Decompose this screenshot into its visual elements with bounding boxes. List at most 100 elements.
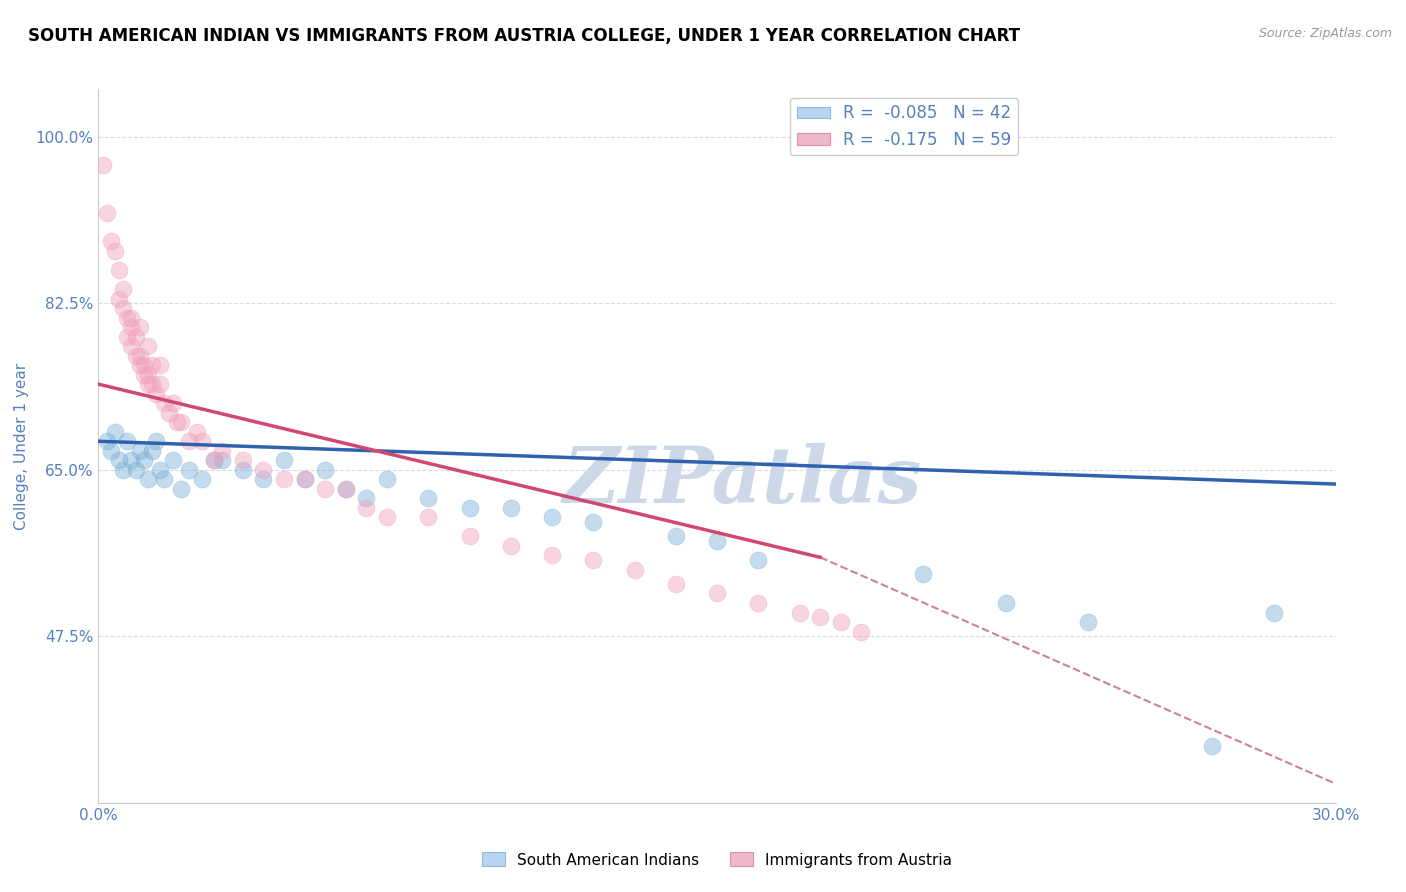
Point <box>179 434 201 449</box>
Point <box>112 463 135 477</box>
Point <box>252 472 274 486</box>
Point <box>104 425 127 439</box>
Point <box>186 425 208 439</box>
Point <box>232 453 254 467</box>
Point <box>112 301 135 315</box>
Point <box>120 339 142 353</box>
Point <box>294 472 316 486</box>
Point <box>128 443 150 458</box>
Point <box>851 624 873 639</box>
Point <box>499 539 522 553</box>
Point <box>1201 739 1223 753</box>
Point <box>128 320 150 334</box>
Point <box>190 434 212 449</box>
Point <box>202 453 225 467</box>
Point <box>808 610 831 624</box>
Point <box>623 563 645 577</box>
Point <box>145 434 167 449</box>
Point <box>1263 606 1285 620</box>
Y-axis label: College, Under 1 year: College, Under 1 year <box>14 362 28 530</box>
Point <box>190 472 212 486</box>
Point <box>418 510 440 524</box>
Point <box>356 500 378 515</box>
Point <box>356 491 378 506</box>
Point <box>170 415 193 429</box>
Point <box>747 553 769 567</box>
Point <box>162 396 184 410</box>
Point <box>120 310 142 325</box>
Point <box>273 472 295 486</box>
Point <box>124 349 146 363</box>
Point <box>108 453 131 467</box>
Point <box>149 358 172 372</box>
Point <box>335 482 357 496</box>
Point <box>136 377 159 392</box>
Point <box>104 244 127 258</box>
Point <box>96 434 118 449</box>
Point <box>375 472 398 486</box>
Point <box>117 310 139 325</box>
Point <box>132 358 155 372</box>
Point <box>136 368 159 382</box>
Text: ZIPatlas: ZIPatlas <box>562 443 921 520</box>
Point <box>252 463 274 477</box>
Point <box>211 453 233 467</box>
Point <box>117 329 139 343</box>
Point <box>124 463 146 477</box>
Point <box>211 443 233 458</box>
Point <box>108 263 131 277</box>
Point <box>541 510 564 524</box>
Point <box>335 482 357 496</box>
Point <box>458 500 481 515</box>
Point <box>128 349 150 363</box>
Point <box>994 596 1017 610</box>
Point <box>582 515 605 529</box>
Point <box>141 377 163 392</box>
Point <box>91 158 114 172</box>
Point <box>132 368 155 382</box>
Point <box>157 406 180 420</box>
Point <box>141 443 163 458</box>
Point <box>706 586 728 600</box>
Point <box>100 443 122 458</box>
Point <box>120 320 142 334</box>
Point <box>117 434 139 449</box>
Point <box>912 567 935 582</box>
Point <box>232 463 254 477</box>
Legend: South American Indians, Immigrants from Austria: South American Indians, Immigrants from … <box>477 847 957 873</box>
Point <box>153 396 176 410</box>
Point <box>499 500 522 515</box>
Point <box>124 329 146 343</box>
Point <box>136 472 159 486</box>
Point <box>108 292 131 306</box>
Point <box>112 282 135 296</box>
Point <box>202 453 225 467</box>
Point <box>128 358 150 372</box>
Point <box>149 463 172 477</box>
Point <box>418 491 440 506</box>
Point <box>294 472 316 486</box>
Point <box>141 358 163 372</box>
Point <box>706 534 728 549</box>
Point <box>179 463 201 477</box>
Point <box>458 529 481 543</box>
Point <box>541 549 564 563</box>
Point <box>375 510 398 524</box>
Point <box>153 472 176 486</box>
Point <box>747 596 769 610</box>
Point <box>273 453 295 467</box>
Point <box>132 453 155 467</box>
Point <box>665 529 688 543</box>
Point <box>582 553 605 567</box>
Point <box>170 482 193 496</box>
Text: Source: ZipAtlas.com: Source: ZipAtlas.com <box>1258 27 1392 40</box>
Point <box>789 606 811 620</box>
Point <box>136 339 159 353</box>
Text: SOUTH AMERICAN INDIAN VS IMMIGRANTS FROM AUSTRIA COLLEGE, UNDER 1 YEAR CORRELATI: SOUTH AMERICAN INDIAN VS IMMIGRANTS FROM… <box>28 27 1021 45</box>
Point <box>314 463 336 477</box>
Point <box>314 482 336 496</box>
Point <box>120 453 142 467</box>
Point <box>665 577 688 591</box>
Point <box>162 453 184 467</box>
Point <box>149 377 172 392</box>
